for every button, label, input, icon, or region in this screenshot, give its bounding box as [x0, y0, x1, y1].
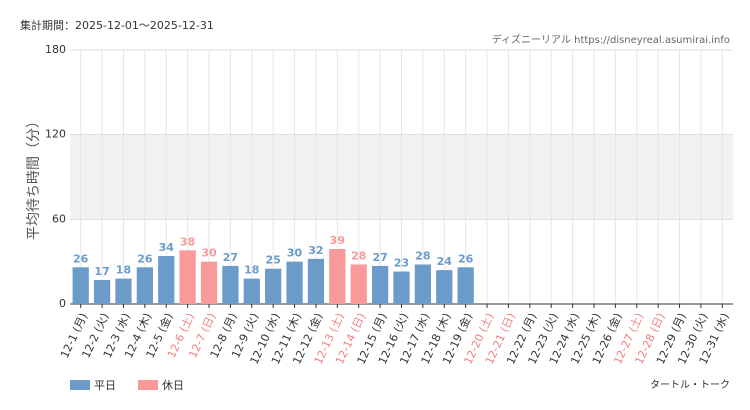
y-tick-label: 120	[45, 128, 66, 141]
bar	[222, 265, 239, 304]
bar	[93, 280, 111, 304]
bar	[115, 278, 132, 304]
data-label: 38	[180, 235, 195, 248]
bar	[393, 271, 410, 304]
source: ディズニーリアル https://disneyreal.asumirai.inf…	[492, 33, 730, 46]
y-tick-label: 180	[45, 43, 66, 56]
bar	[72, 267, 89, 304]
data-label: 30	[287, 247, 303, 260]
bar	[414, 264, 432, 304]
bar	[371, 265, 389, 304]
data-label: 26	[73, 252, 89, 265]
bar	[243, 278, 260, 304]
data-label: 28	[351, 249, 366, 262]
bar	[136, 267, 153, 304]
data-label: 28	[415, 249, 430, 262]
bar	[158, 256, 175, 304]
data-label: 17	[94, 265, 109, 278]
legend-label: 休日	[162, 379, 184, 392]
data-label: 18	[116, 264, 131, 277]
legend-swatch	[70, 380, 90, 390]
bar	[350, 264, 367, 304]
bar	[200, 261, 218, 304]
attraction-name: タートル・トーク	[650, 379, 730, 391]
bar	[329, 248, 346, 304]
data-label: 30	[201, 247, 217, 260]
legend-swatch	[138, 380, 158, 390]
legend-label: 平日	[94, 379, 116, 392]
bar	[457, 267, 474, 304]
chart-title: 集計期間：2025-12-01～2025-12-31	[20, 18, 214, 32]
data-label: 24	[437, 255, 453, 268]
y-tick-label: 0	[59, 297, 66, 310]
bar	[179, 250, 196, 304]
data-label: 25	[266, 254, 281, 267]
bar	[286, 261, 303, 304]
bar	[265, 268, 282, 304]
data-label: 23	[394, 257, 409, 270]
data-label: 27	[372, 251, 387, 264]
y-tick-label: 60	[52, 212, 66, 225]
data-label: 34	[159, 241, 175, 254]
y-axis-label: 平均待ち時間（分）	[26, 114, 42, 240]
data-label: 32	[308, 244, 323, 257]
bar	[436, 270, 453, 304]
data-label: 18	[244, 264, 259, 277]
data-label: 27	[223, 251, 238, 264]
bar	[307, 258, 325, 304]
data-label: 26	[458, 252, 474, 265]
data-label: 26	[137, 252, 153, 265]
data-label: 39	[330, 234, 345, 247]
